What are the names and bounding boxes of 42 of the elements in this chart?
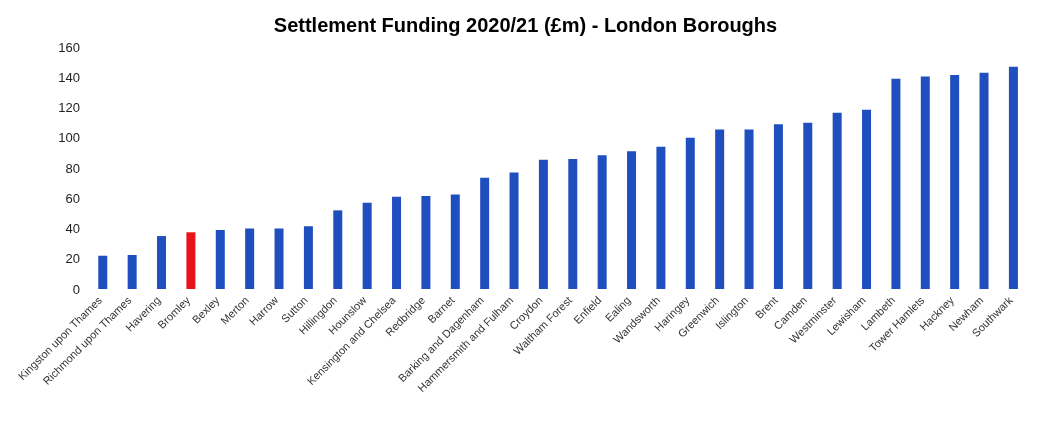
y-tick-label: 160 [58, 39, 80, 55]
bar [773, 124, 783, 289]
bar [685, 137, 695, 289]
y-tick-label: 40 [65, 221, 80, 237]
bar [950, 74, 960, 289]
bar [920, 76, 930, 289]
bar [450, 194, 460, 289]
bar [333, 210, 343, 289]
bar [744, 129, 754, 289]
bar [245, 228, 255, 289]
bar [186, 232, 196, 289]
y-tick-label: 80 [65, 160, 80, 176]
bar [215, 230, 225, 289]
chart-title: Settlement Funding 2020/21 (£m) - London Boroughs [272, 14, 779, 37]
bar [1008, 66, 1018, 289]
bar [979, 72, 989, 289]
bar [597, 155, 607, 289]
bar [538, 159, 548, 289]
bar [127, 254, 137, 289]
bar [392, 196, 402, 289]
bar [891, 78, 901, 289]
y-tick-label: 120 [58, 100, 80, 116]
bar [862, 109, 872, 289]
y-tick-label: 100 [58, 130, 80, 146]
bar [715, 129, 725, 289]
bar [98, 255, 108, 289]
y-tick-label: 20 [65, 251, 80, 267]
bar [480, 177, 490, 289]
y-tick-label: 60 [65, 190, 80, 206]
bar [362, 202, 372, 289]
bar [627, 151, 637, 289]
bar [303, 226, 313, 289]
bar [421, 195, 431, 289]
bar [803, 122, 813, 289]
bar [274, 228, 284, 289]
bar [656, 146, 666, 289]
bar [832, 112, 842, 289]
bar [568, 158, 578, 289]
bar [509, 172, 519, 289]
bar [157, 236, 167, 289]
y-tick-label: 140 [58, 69, 80, 85]
y-tick-label: 0 [72, 281, 80, 297]
